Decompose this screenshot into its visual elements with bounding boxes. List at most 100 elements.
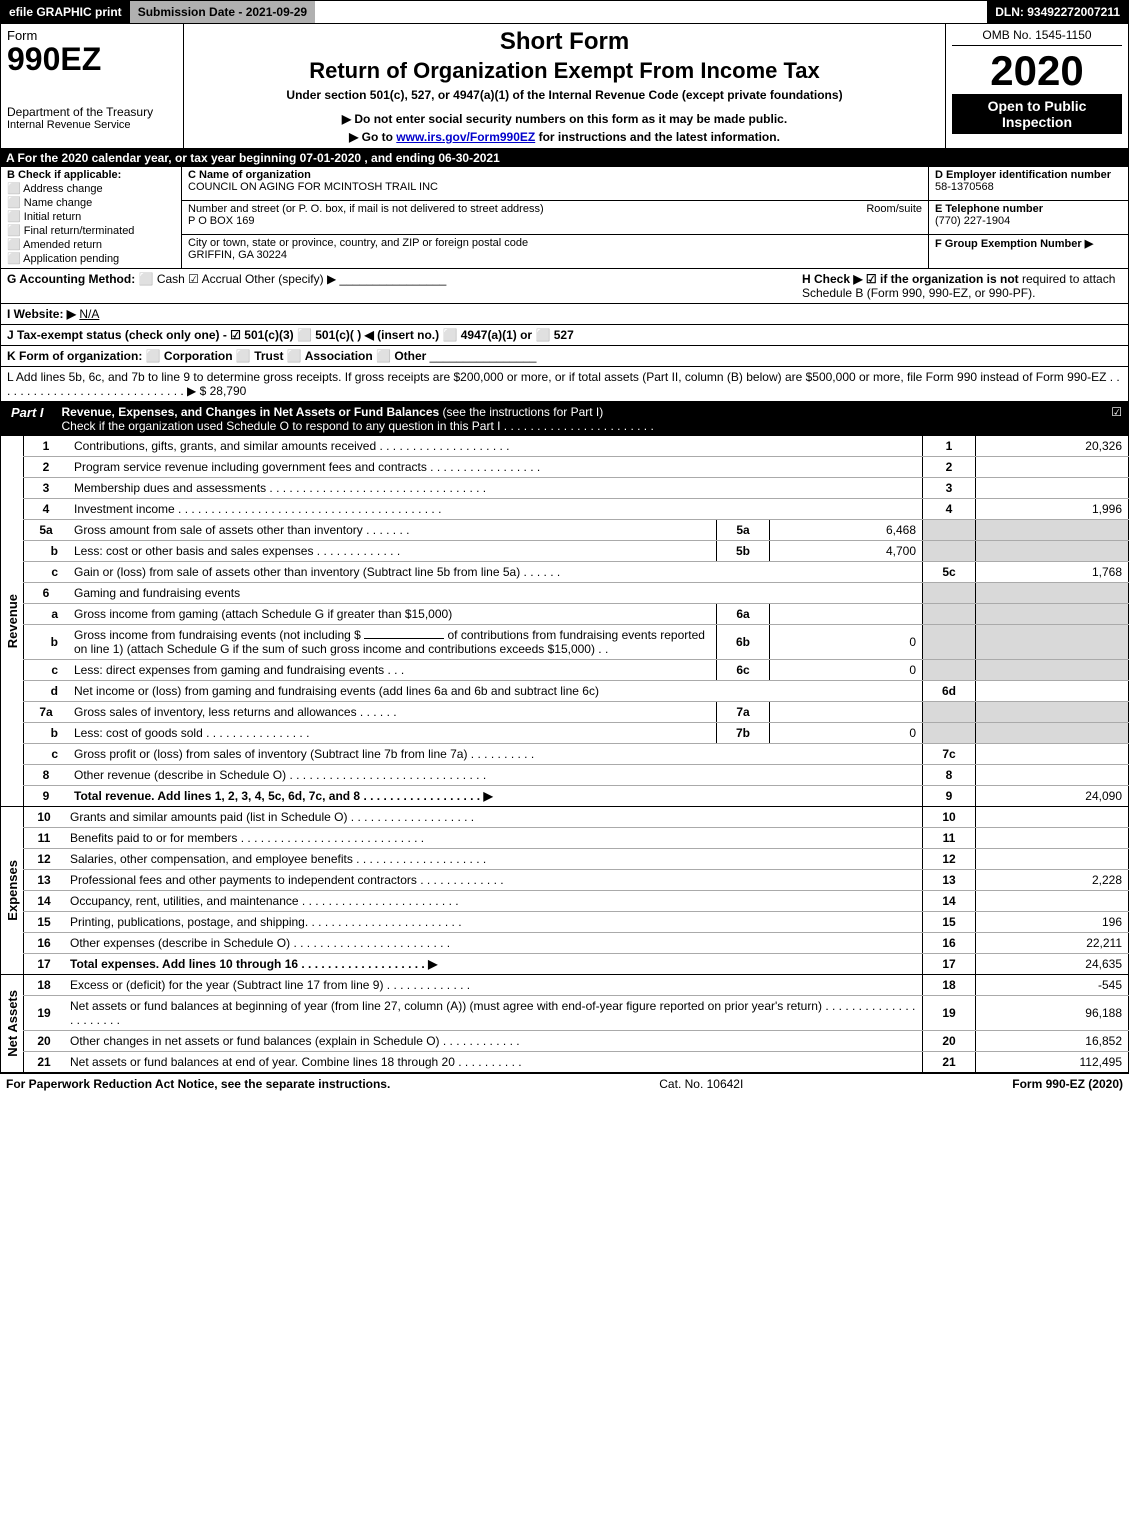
l16-no: 16 (24, 933, 65, 954)
line-6d: d Net income or (loss) from gaming and f… (24, 681, 1129, 702)
form-header: Form 990EZ Department of the Treasury In… (0, 24, 1129, 149)
l5b-box-shade (923, 541, 976, 562)
page-footer: For Paperwork Reduction Act Notice, see … (0, 1073, 1129, 1094)
chk-initial-return[interactable]: Initial return (7, 210, 175, 223)
entity-info-grid: B Check if applicable: Address change Na… (0, 167, 1129, 269)
goto-pre: ▶ Go to (349, 130, 396, 144)
l3-no: 3 (24, 478, 69, 499)
chk-application-pending[interactable]: Application pending (7, 252, 175, 265)
no-ssn-warning: ▶ Do not enter social security numbers o… (192, 112, 937, 126)
irs-line: Internal Revenue Service (7, 119, 177, 131)
line-5a: 5a Gross amount from sale of assets othe… (24, 520, 1129, 541)
expenses-block: Expenses 10 Grants and similar amounts p… (0, 807, 1129, 975)
g-options: ⬜ Cash ☑ Accrual Other (specify) ▶ (139, 272, 337, 286)
line-20: 20 Other changes in net assets or fund b… (24, 1031, 1129, 1052)
l1-no: 1 (24, 436, 69, 457)
l19-box: 19 (923, 996, 976, 1031)
l16-box: 16 (923, 933, 976, 954)
l3-desc: Membership dues and assessments . . . . … (68, 478, 923, 499)
l6c-sub: 6c (717, 660, 770, 681)
l6d-desc: Net income or (loss) from gaming and fun… (68, 681, 923, 702)
l6-desc: Gaming and fundraising events (68, 583, 923, 604)
footer-right-pre: Form (1012, 1077, 1045, 1091)
l5a-subval: 6,468 (770, 520, 923, 541)
irs-link[interactable]: www.irs.gov/Form990EZ (396, 130, 535, 144)
c-city-label: City or town, state or province, country… (188, 237, 528, 249)
e-tel-label: E Telephone number (935, 203, 1043, 215)
website-value: N/A (79, 307, 99, 321)
l15-desc: Printing, publications, postage, and shi… (64, 912, 923, 933)
tax-year: 2020 (952, 50, 1122, 92)
revenue-block: Revenue 1 Contributions, gifts, grants, … (0, 436, 1129, 807)
l5a-box-shade (923, 520, 976, 541)
l12-amt (976, 849, 1129, 870)
goto-line: ▶ Go to www.irs.gov/Form990EZ for instru… (192, 130, 937, 144)
line-10: 10 Grants and similar amounts paid (list… (24, 807, 1129, 828)
l4-box: 4 (923, 499, 976, 520)
l5c-amt: 1,768 (976, 562, 1129, 583)
l15-amt: 196 (976, 912, 1129, 933)
part1-title: Revenue, Expenses, and Changes in Net As… (54, 402, 1106, 436)
f-group-label: F Group Exemption Number ▶ (935, 238, 1093, 250)
l7a-no: 7a (24, 702, 69, 723)
under-section: Under section 501(c), 527, or 4947(a)(1)… (192, 88, 937, 102)
l19-amt: 96,188 (976, 996, 1129, 1031)
tax-period-band: A For the 2020 calendar year, or tax yea… (0, 149, 1129, 167)
dln: DLN: 93492272007211 (987, 1, 1128, 23)
l6b-no: b (24, 625, 69, 660)
l6b-sub: 6b (717, 625, 770, 660)
l6b-desc: Gross income from fundraising events (no… (68, 625, 717, 660)
footer-left: For Paperwork Reduction Act Notice, see … (6, 1077, 390, 1091)
l13-amt: 2,228 (976, 870, 1129, 891)
i-label: I Website: ▶ (7, 307, 76, 321)
l10-amt (976, 807, 1129, 828)
l17-no: 17 (24, 954, 65, 975)
l7b-amt-shade (976, 723, 1129, 744)
l19-desc: Net assets or fund balances at beginning… (64, 996, 923, 1031)
box-b: B Check if applicable: Address change Na… (1, 167, 181, 269)
line-3: 3 Membership dues and assessments . . . … (24, 478, 1129, 499)
l17-desc: Total expenses. Add lines 10 through 16 … (64, 954, 923, 975)
l4-no: 4 (24, 499, 69, 520)
l21-desc: Net assets or fund balances at end of ye… (64, 1052, 923, 1073)
l16-amt: 22,211 (976, 933, 1129, 954)
chk-final-return[interactable]: Final return/terminated (7, 224, 175, 237)
l3-amt (976, 478, 1129, 499)
row-l: L Add lines 5b, 6c, and 7b to line 9 to … (0, 367, 1129, 402)
chk-name-change[interactable]: Name change (7, 196, 175, 209)
l14-no: 14 (24, 891, 65, 912)
l5b-no: b (24, 541, 69, 562)
l12-no: 12 (24, 849, 65, 870)
l12-desc: Salaries, other compensation, and employ… (64, 849, 923, 870)
line-16: 16 Other expenses (describe in Schedule … (24, 933, 1129, 954)
chk-amended-return[interactable]: Amended return (7, 238, 175, 251)
line-5c: c Gain or (loss) from sale of assets oth… (24, 562, 1129, 583)
l6c-subval: 0 (770, 660, 923, 681)
telephone-value: (770) 227-1904 (935, 215, 1010, 227)
city-value: GRIFFIN, GA 30224 (188, 249, 287, 261)
box-h: H Check ▶ ☑ if the organization is not r… (802, 272, 1122, 300)
l7c-box: 7c (923, 744, 976, 765)
box-c-name: C Name of organization COUNCIL ON AGING … (181, 167, 928, 201)
box-c-city: City or town, state or province, country… (181, 235, 928, 269)
line-19: 19 Net assets or fund balances at beginn… (24, 996, 1129, 1031)
box-g: G Accounting Method: ⬜ Cash ☑ Accrual Ot… (7, 272, 802, 300)
l13-box: 13 (923, 870, 976, 891)
omb-number: OMB No. 1545-1150 (952, 28, 1122, 46)
l6-amt-shade (976, 583, 1129, 604)
revenue-vertical-label: Revenue (5, 594, 20, 648)
l7a-subval (770, 702, 923, 723)
line-21: 21 Net assets or fund balances at end of… (24, 1052, 1129, 1073)
l4-amt: 1,996 (976, 499, 1129, 520)
l9-amt: 24,090 (976, 786, 1129, 807)
box-b-title: B Check if applicable: (7, 169, 121, 181)
l5c-box: 5c (923, 562, 976, 583)
l6b-pre: Gross income from fundraising events (no… (74, 628, 364, 642)
l21-amt: 112,495 (976, 1052, 1129, 1073)
g-label: G Accounting Method: (7, 272, 135, 286)
return-title: Return of Organization Exempt From Incom… (192, 58, 937, 84)
l15-box: 15 (923, 912, 976, 933)
chk-address-change[interactable]: Address change (7, 182, 175, 195)
line-8: 8 Other revenue (describe in Schedule O)… (24, 765, 1129, 786)
org-name: COUNCIL ON AGING FOR MCINTOSH TRAIL INC (188, 181, 438, 193)
